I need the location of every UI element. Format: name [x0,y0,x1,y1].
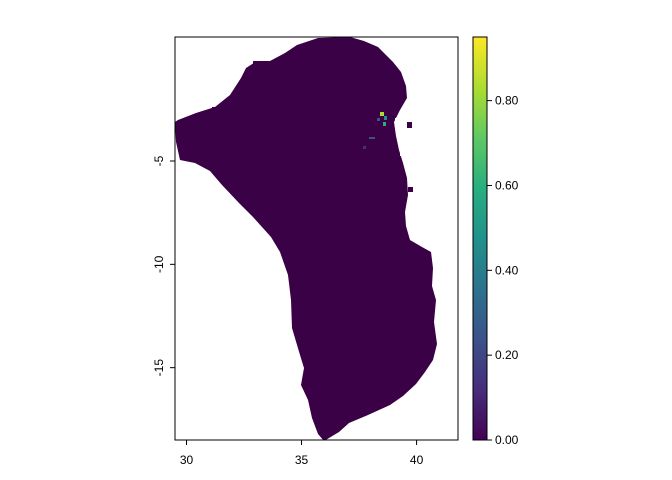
colorbar-gradient [473,37,487,440]
coastal-gap [400,140,406,156]
x-tick-label: 40 [410,453,424,467]
colorbar-tick-label: 0.20 [495,348,519,362]
high-value-pixel [380,112,384,116]
colorbar-ticks: 0.00 0.20 0.40 0.60 0.80 [487,94,519,447]
colorbar-legend: 0.00 0.20 0.40 0.60 0.80 [473,37,519,447]
coastal-gap [395,118,400,130]
island-pixel [212,107,222,111]
high-value-pixel [384,116,387,120]
high-value-pixel [383,122,386,126]
x-tick-label: 30 [180,453,194,467]
y-tick-label: -5 [152,155,166,166]
island-pixel [408,187,413,192]
raster-region [175,37,437,441]
region-shape [175,37,437,441]
high-value-pixel [377,118,380,121]
y-axis: -5 -10 -15 [152,155,175,376]
high-value-pixel [363,146,366,149]
x-axis: 30 35 40 [180,440,424,467]
y-tick-label: -15 [152,359,166,377]
colorbar-tick-label: 0.80 [495,94,519,108]
island-pixel [407,122,412,128]
island-pixel [253,61,259,65]
y-tick-label: -10 [152,255,166,273]
high-value-pixel [369,137,375,139]
colorbar-tick-label: 0.40 [495,263,519,277]
x-tick-label: 35 [295,453,309,467]
colorbar-tick-label: 0.60 [495,178,519,192]
colorbar-tick-label: 0.00 [495,433,519,447]
